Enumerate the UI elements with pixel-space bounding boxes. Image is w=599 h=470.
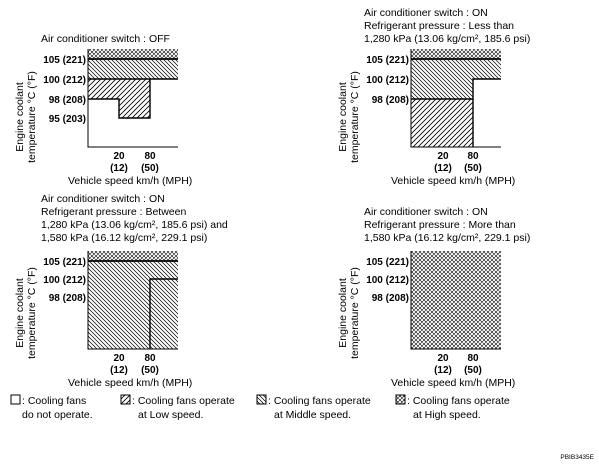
y-axis-label: temperature °C (°F): [26, 267, 38, 359]
x-tick-label: 80: [467, 353, 479, 364]
legend-item-middle-speed: : Cooling fans operate at Middle speed.: [256, 394, 371, 421]
legend-swatch: [256, 394, 267, 405]
x-axis-label: Vehicle speed km/h (MPH): [391, 377, 515, 389]
panel-header-line: Air conditioner switch : OFF: [41, 33, 170, 45]
legend-label: at Low speed.: [138, 409, 203, 421]
panel-ac-off: Air conditioner switch : OFF 105 (221) 1…: [14, 33, 192, 187]
y-axis-label: Engine coolant: [14, 278, 26, 348]
legend-label: at Middle speed.: [274, 409, 351, 421]
legend-item-no-operation: : Cooling fans do not operate.: [10, 394, 93, 421]
x-axis-label: Vehicle speed km/h (MPH): [391, 175, 515, 187]
x-tick-label: 20: [113, 151, 125, 162]
y-axis-label: temperature °C (°F): [26, 71, 38, 163]
y-tick-label: 100 (212): [366, 75, 409, 86]
y-tick-label: 100 (212): [366, 275, 409, 286]
legend-item-low-speed: : Cooling fans operate at Low speed.: [120, 394, 235, 421]
legend-swatch: [395, 394, 406, 405]
x-tick-label: (12): [110, 163, 128, 174]
zone-high-speed: [411, 251, 501, 349]
panel-header-line: 1,280 kPa (13.06 kg/cm², 185.6 psi): [364, 33, 530, 45]
zone-high-speed: [88, 251, 178, 261]
y-tick-label: 105 (221): [366, 257, 409, 268]
x-tick-label: (12): [110, 365, 128, 376]
panel-header-line: Air conditioner switch : ON: [41, 193, 165, 205]
zone-middle-speed: [411, 59, 501, 99]
x-tick-label: 20: [437, 353, 449, 364]
x-tick-label: (50): [141, 163, 159, 174]
y-tick-label: 100 (212): [43, 275, 86, 286]
legend-label: : Cooling fans operate: [132, 395, 235, 407]
legend-swatch: [10, 394, 21, 405]
x-tick-label: 20: [113, 353, 125, 364]
panel-header-line: Refrigerant pressure : Less than: [364, 20, 514, 32]
axes: [87, 251, 178, 350]
panel-ac-on-high-pressure: Air conditioner switch : ON Refrigerant …: [337, 206, 530, 389]
zone-middle-speed: [88, 59, 178, 79]
legend-label: do not operate.: [22, 409, 93, 421]
panel-header-line: Refrigerant pressure : Between: [41, 206, 186, 218]
panel-header-line: 1,580 kPa (16.12 kg/cm², 229.1 psi): [364, 232, 530, 244]
panel-header-line: 1,580 kPa (16.12 kg/cm², 229.1 psi): [41, 232, 207, 244]
panel-ac-on-low-pressure: Air conditioner switch : ON Refrigerant …: [337, 7, 530, 187]
y-tick-label: 105 (221): [43, 55, 86, 66]
panel-header-line: Air conditioner switch : ON: [364, 7, 488, 19]
panel-header-line: Refrigerant pressure : More than: [364, 219, 516, 231]
x-tick-label: (50): [464, 365, 482, 376]
x-tick-label: (50): [141, 365, 159, 376]
legend-label: at High speed.: [413, 409, 481, 421]
x-tick-label: (50): [464, 163, 482, 174]
panel-ac-on-mid-pressure: Air conditioner switch : ON Refrigerant …: [14, 193, 228, 389]
y-tick-label: 100 (212): [43, 75, 86, 86]
x-tick-label: (12): [434, 365, 452, 376]
y-axis-label: Engine coolant: [337, 278, 349, 348]
zone-middle-speed: [88, 261, 178, 349]
y-tick-label: 98 (208): [372, 293, 409, 304]
panel-header-line: Air conditioner switch : ON: [364, 206, 488, 218]
legend-label: : Cooling fans operate: [407, 395, 510, 407]
y-tick-label: 98 (208): [372, 95, 409, 106]
y-tick-label: 98 (208): [49, 95, 86, 106]
y-tick-label: 105 (221): [43, 257, 86, 268]
legend-swatch: [120, 394, 131, 405]
y-tick-label: 95 (203): [49, 114, 86, 125]
axes: [410, 49, 501, 148]
axes: [410, 251, 501, 350]
y-axis-label: Engine coolant: [337, 82, 349, 152]
x-tick-label: (12): [434, 163, 452, 174]
y-axis-label: Engine coolant: [14, 82, 26, 152]
axes: [87, 49, 178, 148]
legend-label: : Cooling fans: [22, 395, 86, 407]
x-axis-label: Vehicle speed km/h (MPH): [68, 175, 192, 187]
zone-high-speed: [411, 49, 501, 59]
panel-header-line: 1,280 kPa (13.06 kg/cm², 185.6 psi) and: [41, 219, 228, 231]
x-tick-label: 80: [144, 353, 156, 364]
y-axis-label: temperature °C (°F): [349, 267, 361, 359]
zone-high-speed: [88, 49, 178, 59]
figure-code: PBIB3435E: [560, 454, 594, 461]
y-tick-label: 98 (208): [49, 293, 86, 304]
y-axis-label: temperature °C (°F): [349, 71, 361, 163]
x-tick-label: 80: [144, 151, 156, 162]
x-tick-label: 20: [437, 151, 449, 162]
x-tick-label: 80: [467, 151, 479, 162]
zone-low-speed: [411, 99, 473, 147]
y-tick-label: 105 (221): [366, 55, 409, 66]
legend-item-high-speed: : Cooling fans operate at High speed.: [395, 394, 510, 421]
x-axis-label: Vehicle speed km/h (MPH): [68, 377, 192, 389]
legend: : Cooling fans do not operate. : Cooling…: [10, 394, 510, 421]
legend-label: : Cooling fans operate: [268, 395, 371, 407]
